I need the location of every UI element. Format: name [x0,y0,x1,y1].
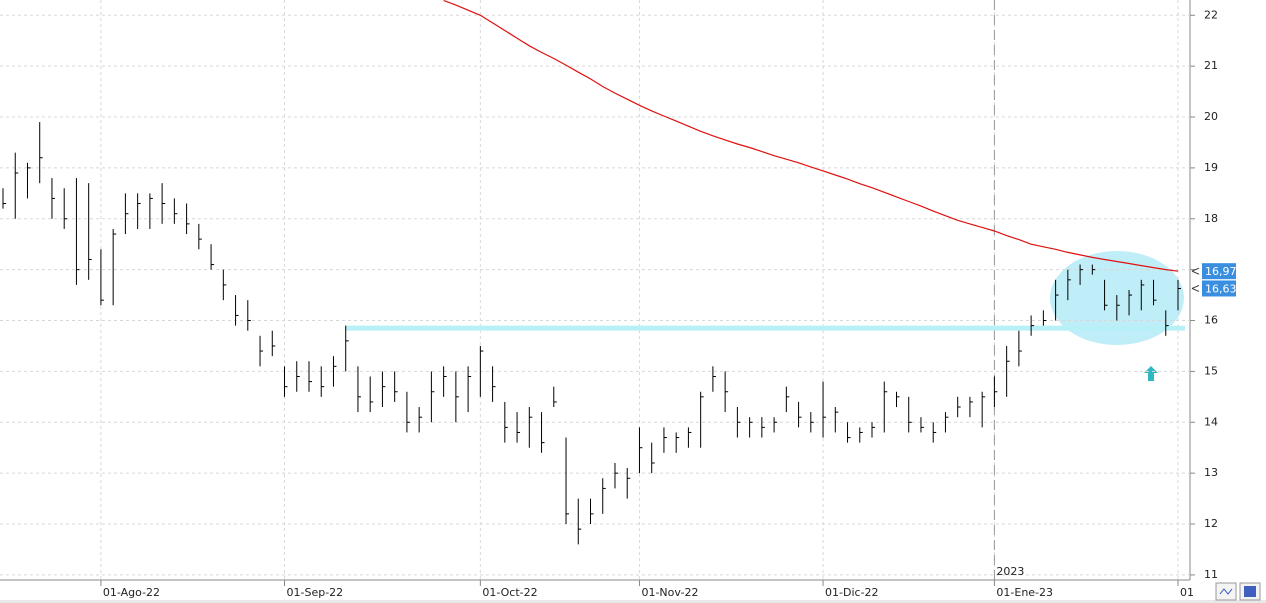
year-label: 2023 [996,565,1024,578]
y-tick-label: 18 [1204,212,1218,225]
marker-box [1202,280,1236,297]
marker-box [1202,263,1236,280]
y-tick-label: 15 [1204,364,1218,377]
x-tick-label: 01-Dic-22 [825,586,879,599]
x-tick-label: 01-Sep-22 [287,586,344,599]
y-tick-label: 22 [1204,8,1218,21]
y-tick-label: 14 [1204,415,1218,428]
marker-pointer [1191,267,1200,275]
bottom-strip [0,600,1266,603]
y-tick-label: 21 [1204,59,1218,72]
x-tick-label: 01 [1180,586,1194,599]
marker-pointer [1191,285,1200,292]
x-tick-label: 01-Oct-22 [482,586,537,599]
x-tick-label: 01-Ene-23 [996,586,1053,599]
save-icon [1244,586,1256,597]
scale-icon [1219,588,1233,595]
x-tick-label: 01-Nov-22 [641,586,698,599]
marker-label: 16,97 [1205,265,1237,278]
up-arrow [1144,366,1158,381]
y-tick-label: 13 [1204,466,1218,479]
y-tick-label: 19 [1204,161,1218,174]
y-tick-label: 16 [1204,314,1218,327]
marker-label: 16,63 [1205,282,1237,295]
y-tick-label: 12 [1204,517,1218,530]
y-tick-label: 11 [1204,568,1218,581]
moving-average [443,0,1179,272]
y-tick-label: 20 [1204,110,1218,123]
x-tick-label: 01-Ago-22 [103,586,160,599]
